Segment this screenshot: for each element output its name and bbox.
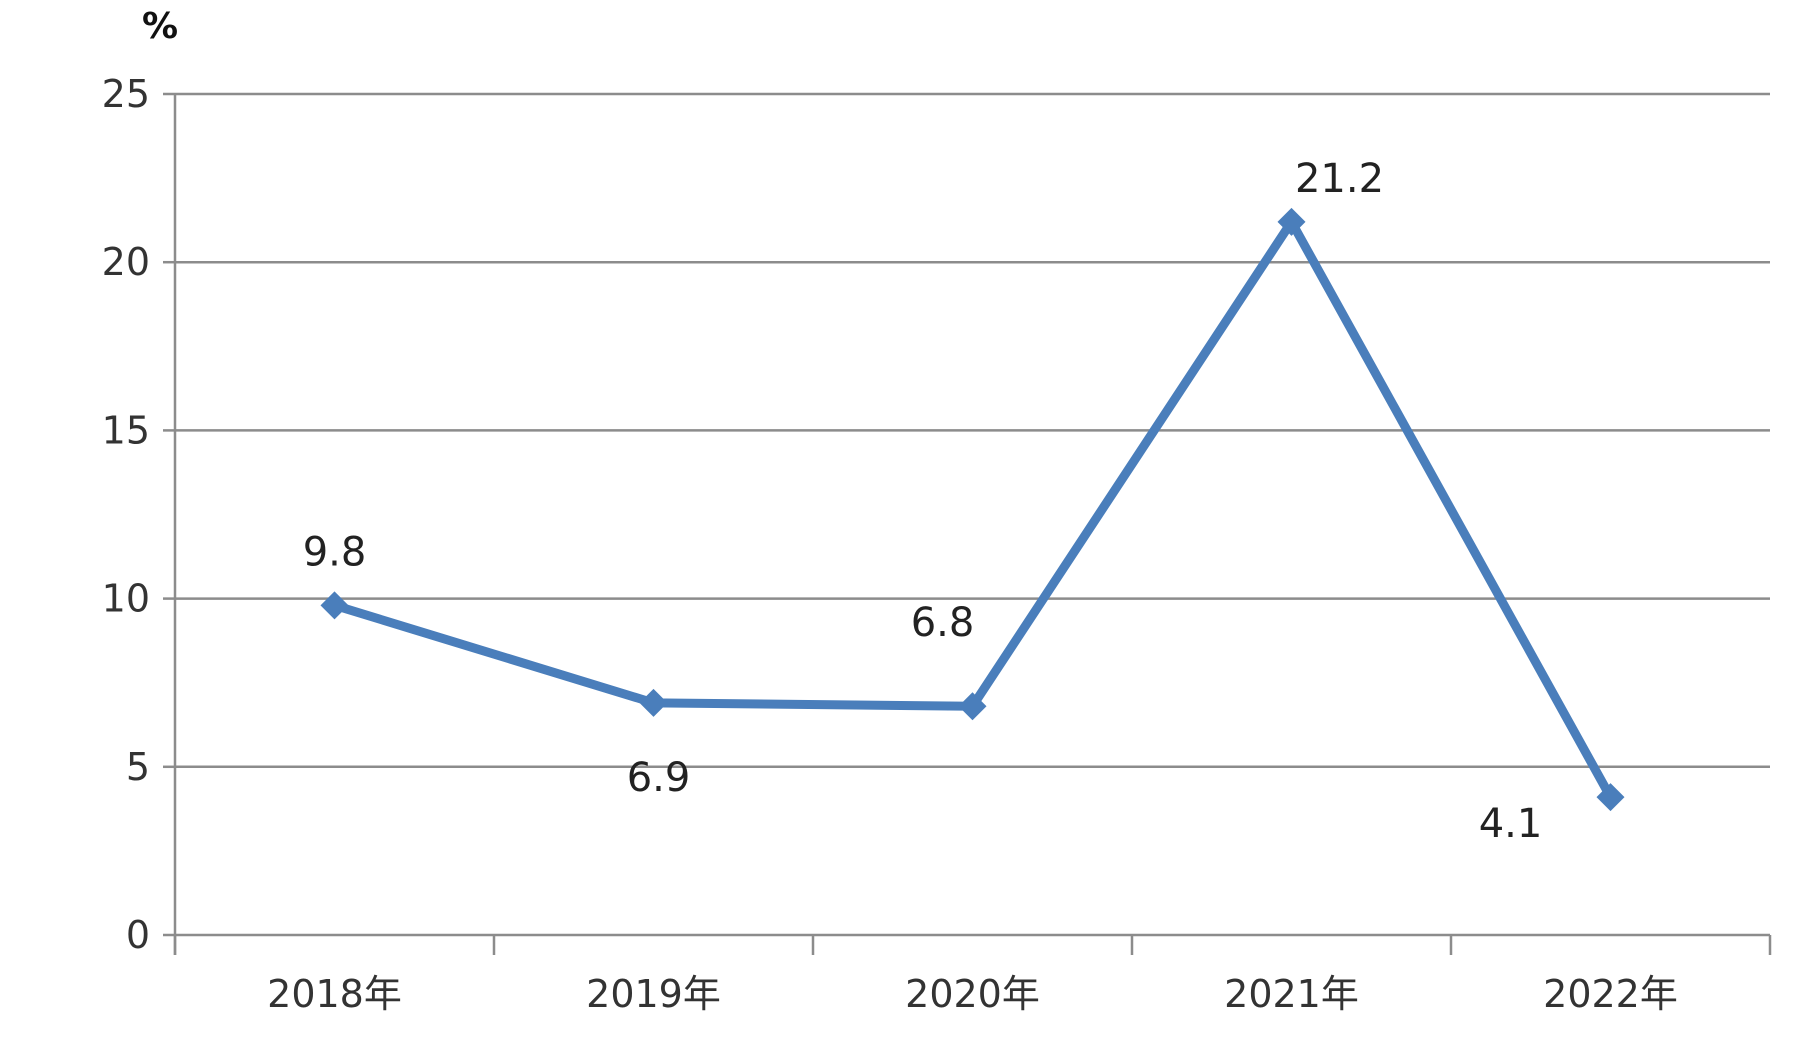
data-label: 6.9 (627, 755, 691, 801)
y-tick-label: 20 (102, 240, 150, 284)
series-markers (320, 207, 1625, 812)
y-tick-label: 15 (102, 408, 150, 452)
x-tick-label: 2022年 (1543, 972, 1678, 1016)
data-point-marker (1596, 783, 1625, 812)
y-tick-label: 10 (102, 577, 150, 621)
data-label: 4.1 (1479, 801, 1543, 847)
x-tick-label: 2019年 (586, 972, 721, 1016)
y-axis-tick-labels: 0 5 10 15 20 25 (102, 72, 150, 957)
y-tick-label: 5 (126, 745, 150, 789)
data-point-marker (320, 591, 349, 620)
x-tick-label: 2021年 (1224, 972, 1359, 1016)
x-tick-label: 2018年 (267, 972, 402, 1016)
data-point-marker (639, 688, 668, 717)
axes (163, 92, 1772, 955)
x-tick-label: 2020年 (905, 972, 1040, 1016)
data-point-marker (1277, 207, 1306, 236)
gridlines (175, 92, 1770, 769)
data-label: 9.8 (303, 529, 367, 575)
data-label: 21.2 (1295, 156, 1384, 202)
data-point-marker (958, 692, 987, 721)
y-tick-label: 25 (102, 72, 150, 116)
x-axis-tick-labels: 2018年 2019年 2020年 2021年 2022年 (267, 972, 1678, 1016)
data-label: 6.8 (911, 600, 975, 646)
y-axis-unit-label: % (142, 6, 178, 47)
y-tick-label: 0 (126, 913, 150, 957)
data-labels: 9.8 6.9 6.8 21.2 4.1 (303, 156, 1543, 847)
